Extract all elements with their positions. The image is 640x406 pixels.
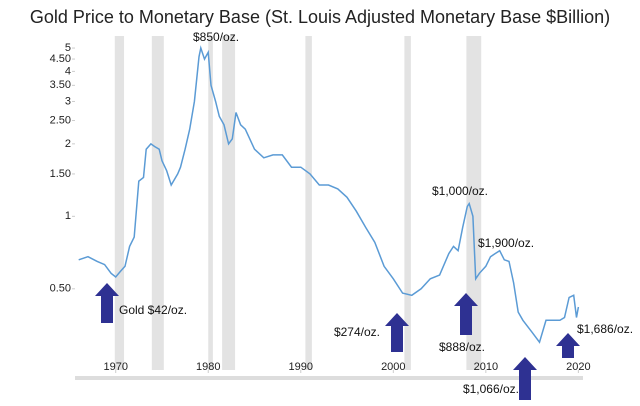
y-tick-label: 3 xyxy=(65,95,71,107)
y-tick-label: 1.50 xyxy=(50,168,71,180)
arrow xyxy=(556,333,580,358)
y-tick-label: 0.50 xyxy=(50,283,71,295)
y-tick-label: 1 xyxy=(65,210,71,222)
recession-band xyxy=(305,36,312,370)
x-tick-label: 2000 xyxy=(381,361,405,373)
annotation: Gold $42/oz. xyxy=(119,303,187,317)
annotation: $1,066/oz. xyxy=(463,382,519,396)
y-tick-label: 4.50 xyxy=(50,53,71,65)
annotation: $1,900/oz. xyxy=(478,236,534,250)
recession-band xyxy=(222,36,236,370)
y-tick-label: 3.50 xyxy=(50,79,71,91)
arrow xyxy=(454,293,478,335)
arrow xyxy=(95,283,119,323)
y-tick-label: 2.50 xyxy=(50,114,71,126)
chart-title: Gold Price to Monetary Base (St. Louis A… xyxy=(30,7,610,27)
y-tick-label: 4 xyxy=(65,65,71,77)
recession-band xyxy=(151,36,164,370)
arrow xyxy=(385,313,409,352)
recession-band xyxy=(466,36,482,370)
annotation: $850/oz. xyxy=(193,30,239,44)
recession-band xyxy=(208,36,213,370)
annotation: $888/oz. xyxy=(439,340,485,354)
annotation: $1,686/oz. xyxy=(577,322,633,336)
x-tick-label: 2010 xyxy=(474,361,498,373)
y-tick-label: 2 xyxy=(65,138,71,150)
recession-band xyxy=(114,36,125,370)
annotation: $1,000/oz. xyxy=(432,184,488,198)
arrow xyxy=(513,357,537,400)
recession-band xyxy=(404,36,411,370)
x-tick-label: 2020 xyxy=(566,361,590,373)
x-axis-bar xyxy=(75,376,583,380)
x-tick-label: 1990 xyxy=(289,361,313,373)
x-tick-label: 1980 xyxy=(196,361,220,373)
annotation: $274/oz. xyxy=(334,325,380,339)
price-line xyxy=(78,45,580,344)
x-tick-label: 1970 xyxy=(103,361,127,373)
y-tick-label: 5 xyxy=(65,42,71,54)
